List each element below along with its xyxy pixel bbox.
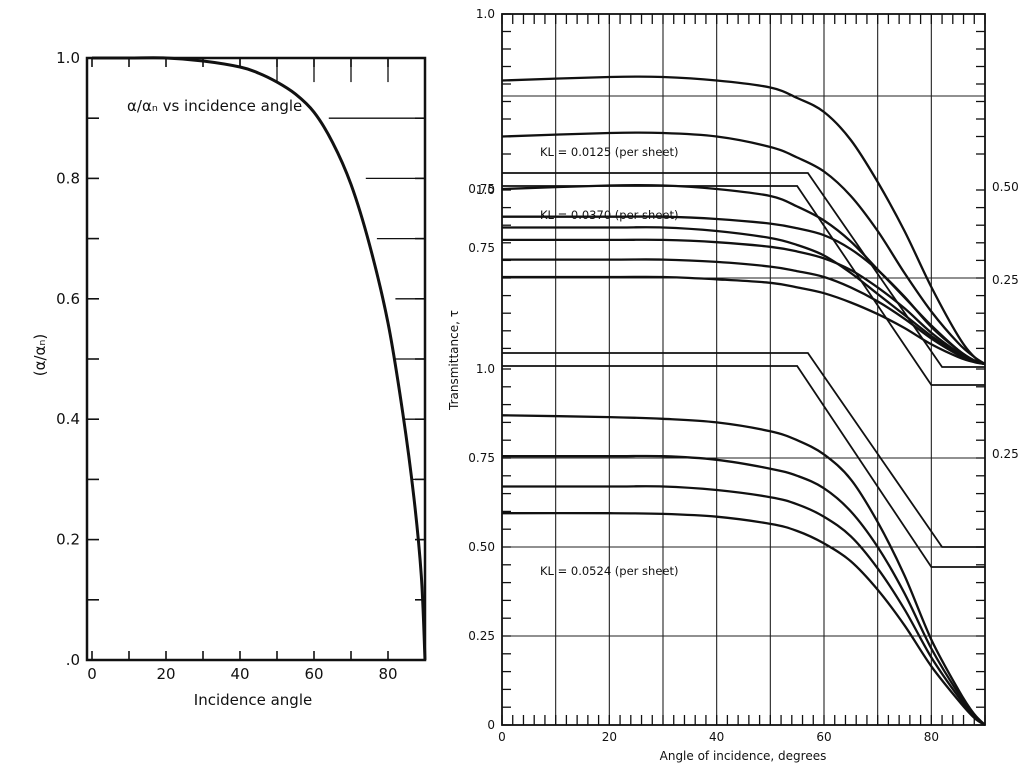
panel3-y-tick-label: 1.0 bbox=[476, 362, 495, 376]
left-x-tick-label: 80 bbox=[378, 665, 397, 683]
panel3-right-label: 0.25 bbox=[992, 447, 1019, 461]
panel2-y-tick-label: 1.0 bbox=[476, 183, 495, 197]
left-y-axis-title: (α/αₙ) bbox=[31, 334, 49, 377]
right-ticks bbox=[501, 13, 986, 726]
panel1-series-line bbox=[501, 131, 986, 365]
left-y-tick-label: .0 bbox=[66, 651, 80, 669]
left-series-line bbox=[91, 56, 427, 661]
left-x-tick-label: 20 bbox=[156, 665, 175, 683]
panel2-right-label: 0.25 bbox=[992, 273, 1019, 287]
panel1-series-line bbox=[501, 75, 986, 365]
left-y-tick-label: 0.8 bbox=[56, 169, 80, 187]
left-x-tick-label: 0 bbox=[87, 665, 97, 683]
right-y-axis-title: Transmittance, τ bbox=[447, 310, 461, 411]
panel3-series-line bbox=[502, 454, 986, 726]
left-y-tick-label: 0.6 bbox=[56, 290, 80, 308]
right-chart: 1.00.751.00.751.00.750.500.2500.500.250.… bbox=[447, 7, 1019, 763]
panel3-y-tick-label: 0 bbox=[487, 718, 495, 732]
panel1-label: KL = 0.0125 (per sheet) bbox=[540, 145, 678, 159]
panel3-series-line bbox=[501, 414, 986, 726]
right-x-axis-title: Angle of incidence, degrees bbox=[660, 749, 827, 763]
right-x-tick-label: 0 bbox=[498, 730, 506, 744]
left-y-tick-label: 1.0 bbox=[56, 49, 80, 67]
panel1-right-label: 0.50 bbox=[992, 180, 1019, 194]
panel3-y-tick-label: 0.25 bbox=[468, 629, 495, 643]
right-curve-layer bbox=[501, 75, 986, 726]
panel1-y-tick-label: 0.75 bbox=[468, 182, 495, 196]
left-x-tick-label: 40 bbox=[230, 665, 249, 683]
left-x-tick-label: 60 bbox=[304, 665, 323, 683]
panel2-series-line bbox=[502, 238, 986, 366]
panel1-y-tick-label: 1.0 bbox=[476, 7, 495, 21]
panel3-y-tick-label: 0.75 bbox=[468, 451, 495, 465]
panel3-y-tick-label: 0.50 bbox=[468, 540, 495, 554]
panel2-label: KL = 0.0370 (per sheet) bbox=[540, 208, 678, 222]
right-x-tick-label: 60 bbox=[816, 730, 831, 744]
panel3-series-line bbox=[502, 485, 986, 726]
right-x-tick-label: 20 bbox=[602, 730, 617, 744]
right-labels: 1.00.751.00.751.00.750.500.2500.500.250.… bbox=[468, 7, 1018, 744]
right-frames bbox=[501, 13, 986, 726]
left-x-axis-title: Incidence angle bbox=[194, 691, 312, 709]
right-x-tick-label: 40 bbox=[709, 730, 724, 744]
panel2-series-line bbox=[502, 258, 986, 366]
left-y-tick-label: 0.2 bbox=[56, 531, 80, 549]
left-curve-fill bbox=[92, 57, 425, 661]
band1-top bbox=[502, 172, 985, 368]
left-labels: 0 20 40 60 80 .0 0.2 0.4 0.6 0.8 1.0 bbox=[56, 49, 397, 683]
panel2-y-tick-label: 0.75 bbox=[468, 241, 495, 255]
left-curve-layer bbox=[91, 56, 427, 661]
left-ticks bbox=[87, 57, 426, 661]
right-outer-frame bbox=[501, 13, 986, 726]
right-x-tick-label: 80 bbox=[924, 730, 939, 744]
right-grid bbox=[502, 14, 985, 725]
left-annotation: α/αₙ vs incidence angle bbox=[127, 97, 302, 115]
panel3-label: KL = 0.0524 (per sheet) bbox=[540, 564, 678, 578]
left-y-tick-label: 0.4 bbox=[56, 410, 80, 428]
panel2-series-line bbox=[502, 215, 986, 366]
left-chart: 0 20 40 60 80 .0 0.2 0.4 0.6 0.8 1.0 α/αₙ vs incid… bbox=[31, 49, 427, 709]
panel3-series-line bbox=[501, 512, 986, 726]
band2-top bbox=[502, 352, 985, 548]
panel2-series-line bbox=[502, 275, 986, 366]
band2-bottom bbox=[502, 365, 985, 568]
